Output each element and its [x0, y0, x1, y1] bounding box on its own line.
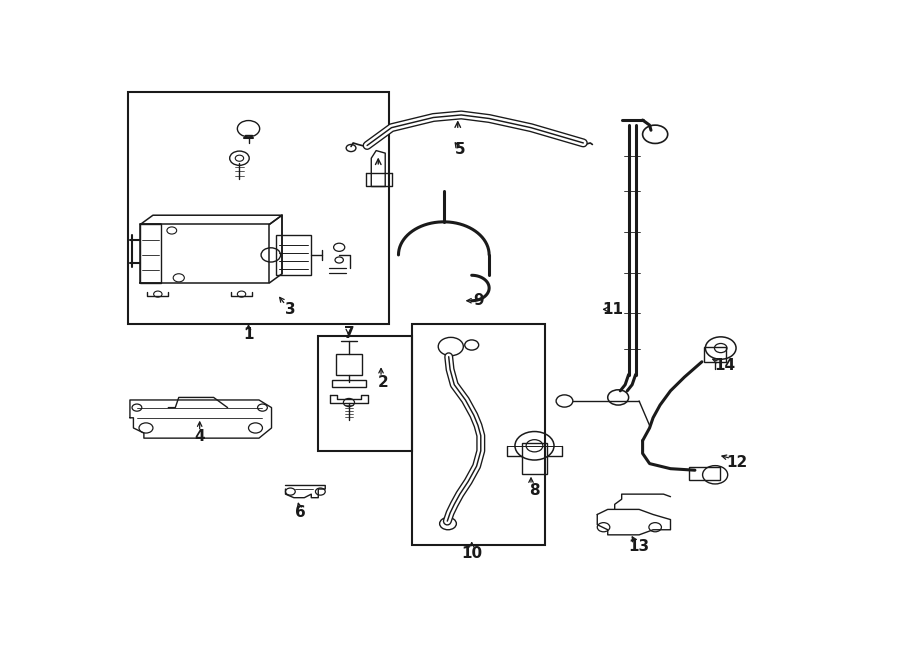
Text: 9: 9	[473, 293, 484, 308]
Text: 7: 7	[345, 327, 355, 341]
Text: 3: 3	[285, 302, 296, 317]
Text: 6: 6	[295, 506, 306, 520]
Text: 1: 1	[243, 327, 254, 342]
Text: 2: 2	[378, 375, 389, 389]
Text: 8: 8	[529, 483, 540, 498]
Bar	[336, 354, 362, 375]
Text: 14: 14	[715, 358, 735, 373]
Bar	[276, 235, 311, 275]
Bar	[319, 336, 412, 451]
Bar	[688, 467, 720, 480]
Bar	[522, 444, 547, 474]
Bar	[704, 346, 726, 362]
Bar	[412, 324, 545, 545]
Bar	[140, 224, 161, 283]
Bar	[332, 379, 365, 387]
Text: 12: 12	[726, 455, 747, 469]
Text: 13: 13	[628, 539, 650, 553]
Text: 11: 11	[603, 302, 624, 317]
Text: 10: 10	[461, 546, 482, 561]
Bar	[128, 92, 390, 324]
Text: 4: 4	[194, 429, 205, 444]
Text: 5: 5	[454, 142, 465, 157]
